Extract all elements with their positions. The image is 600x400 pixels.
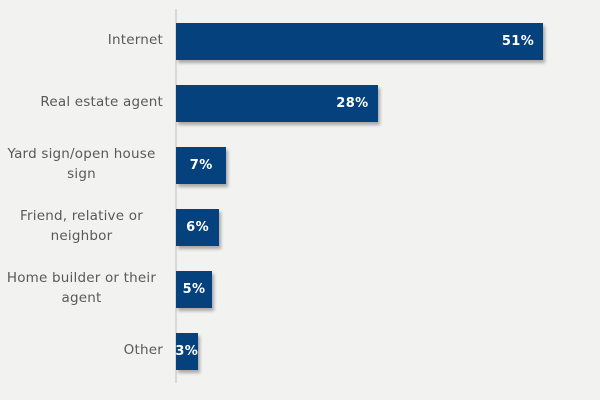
- bar-friend-relative: 6%: [176, 208, 220, 246]
- y-axis-line: [175, 9, 177, 383]
- chart-row-real-estate-agent: Real estate agent 28%: [0, 72, 600, 134]
- value-label-internet: 51%: [501, 33, 535, 49]
- category-label-home-builder: Home builder or their agent: [6, 270, 157, 306]
- value-label-home-builder: 5%: [182, 281, 206, 297]
- category-label-other: Other: [123, 342, 163, 359]
- category-label-yard-sign: Yard sign/open house sign: [7, 146, 156, 182]
- chart-row-home-builder: Home builder or their agent 5%: [0, 258, 600, 320]
- chart-row-other: Other 3%: [0, 320, 600, 382]
- category-label-real-estate-agent: Real estate agent: [40, 94, 163, 111]
- value-label-friend-relative: 6%: [186, 219, 210, 235]
- category-label-internet: Internet: [107, 32, 163, 49]
- chart-row-friend-relative: Friend, relative or neighbor 6%: [0, 196, 600, 258]
- chart-rows: Internet 51% Real estate agent 28% Yard …: [0, 10, 600, 382]
- chart-row-internet: Internet 51%: [0, 10, 600, 72]
- value-label-yard-sign: 7%: [189, 157, 213, 173]
- value-label-other: 3%: [175, 343, 199, 359]
- bar-home-builder: 5%: [176, 270, 212, 308]
- value-label-real-estate-agent: 28%: [336, 95, 369, 111]
- chart-row-yard-sign: Yard sign/open house sign 7%: [0, 134, 600, 196]
- bar-other: 3%: [175, 332, 199, 370]
- bar-internet: 51%: [176, 22, 544, 60]
- bar-real-estate-agent: 28%: [176, 84, 378, 122]
- category-label-friend-relative: Friend, relative or neighbor: [20, 208, 143, 244]
- bar-yard-sign: 7%: [176, 146, 227, 184]
